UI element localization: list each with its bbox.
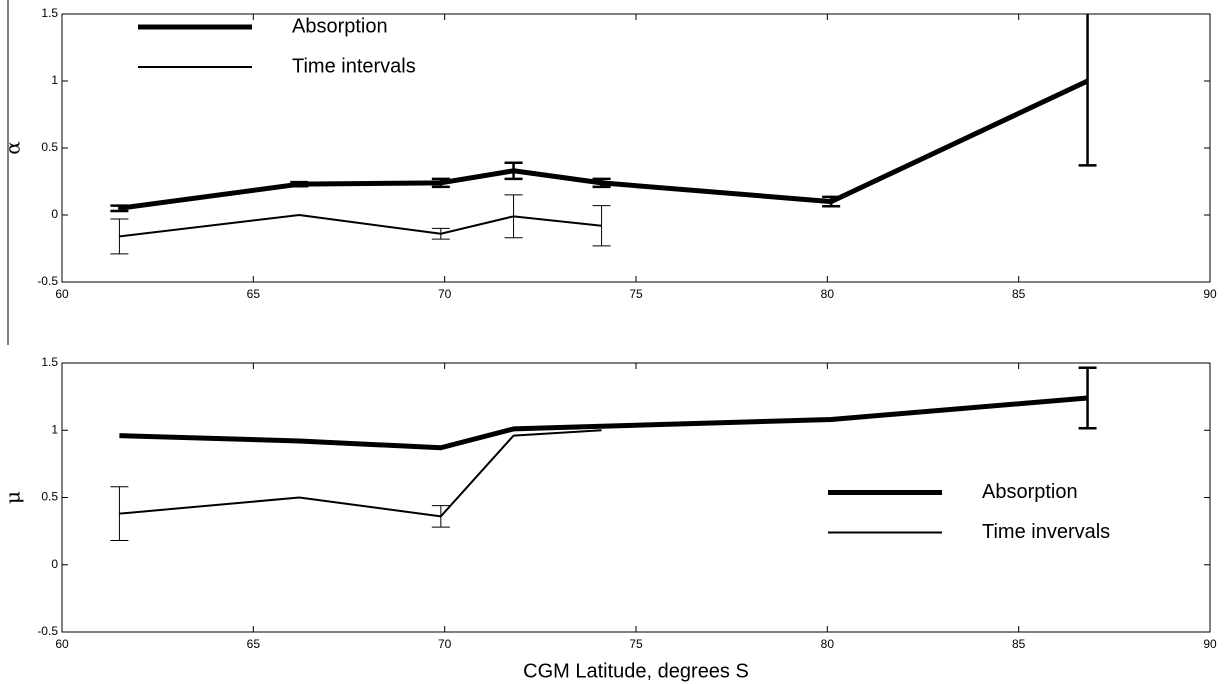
error-bar bbox=[592, 205, 611, 247]
x-tick-label: 90 bbox=[1203, 637, 1217, 651]
x-tick-label: 80 bbox=[821, 287, 835, 301]
error-bar bbox=[431, 177, 450, 189]
plot-area bbox=[110, 14, 1097, 255]
error-bar bbox=[504, 194, 523, 239]
x-tick-label: 60 bbox=[55, 637, 69, 651]
axes-box bbox=[61, 13, 1211, 283]
y-tick-label: 1 bbox=[51, 73, 58, 87]
x-tick-label: 65 bbox=[247, 287, 261, 301]
x-axis-label: CGM Latitude, degrees S bbox=[523, 660, 749, 682]
legend-label: Time invervals bbox=[982, 521, 1110, 543]
y-tick-label: 0 bbox=[51, 207, 58, 221]
legend-label: Absorption bbox=[982, 481, 1078, 503]
legend-label: Time intervals bbox=[292, 55, 416, 77]
error-bar bbox=[110, 486, 129, 542]
y-tick-label: 1.5 bbox=[41, 6, 58, 20]
x-tick-label: 75 bbox=[629, 287, 643, 301]
series-line bbox=[119, 214, 602, 238]
x-tick-label: 80 bbox=[821, 637, 835, 651]
error-bar bbox=[504, 161, 523, 181]
legend-label: Absorption bbox=[292, 15, 388, 37]
y-tick-label: -0.5 bbox=[37, 624, 58, 638]
x-tick-label: 85 bbox=[1012, 637, 1026, 651]
error-bar bbox=[822, 195, 841, 208]
y-tick-label: 1.5 bbox=[41, 355, 58, 369]
series-line bbox=[119, 78, 1089, 211]
x-tick-label: 60 bbox=[55, 287, 69, 301]
y-tick-label: 0.5 bbox=[41, 490, 58, 504]
x-tick-label: 70 bbox=[438, 287, 452, 301]
y-axis-label: μ bbox=[1, 491, 25, 504]
y-tick-label: 0 bbox=[51, 557, 58, 571]
x-tick-label: 70 bbox=[438, 637, 452, 651]
error-bar bbox=[110, 218, 129, 255]
error-bar bbox=[592, 177, 611, 189]
x-tick-label: 90 bbox=[1203, 287, 1217, 301]
y-axis-label: α bbox=[1, 141, 25, 155]
plot-area bbox=[110, 366, 1097, 542]
error-bar bbox=[1078, 14, 1097, 167]
x-tick-label: 65 bbox=[247, 637, 261, 651]
error-bar bbox=[1078, 366, 1097, 430]
y-tick-label: 0.5 bbox=[41, 140, 58, 154]
y-tick-label: 1 bbox=[51, 422, 58, 436]
series-line bbox=[119, 395, 1088, 451]
error-bar bbox=[110, 204, 129, 213]
x-tick-label: 75 bbox=[629, 637, 643, 651]
y-tick-label: -0.5 bbox=[37, 274, 58, 288]
error-bar bbox=[290, 180, 309, 188]
x-tick-label: 85 bbox=[1012, 287, 1026, 301]
error-bar bbox=[431, 505, 450, 528]
error-bar bbox=[431, 227, 450, 240]
